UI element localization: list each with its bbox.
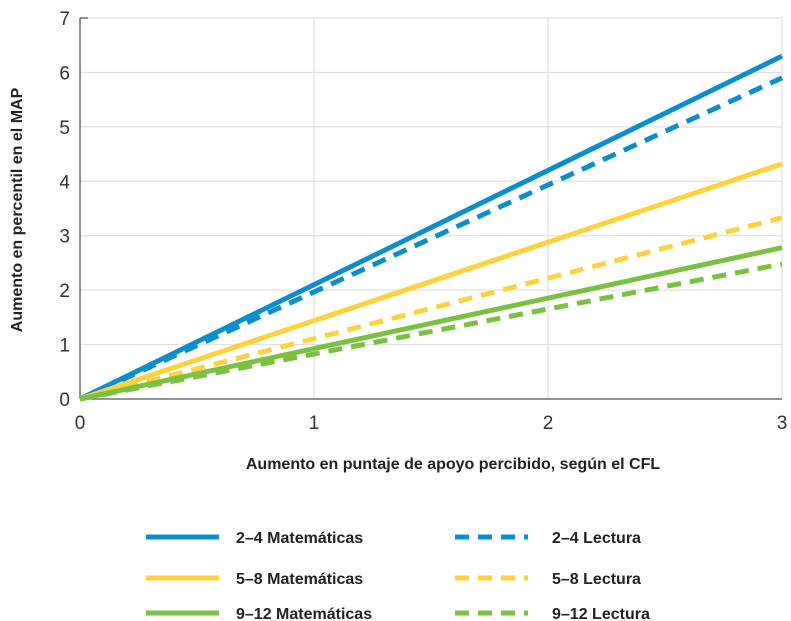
y-tick-labels: 0 1 2 3 4 5 6 7 bbox=[59, 9, 70, 411]
x-tick-label: 0 bbox=[75, 413, 86, 434]
series-lines bbox=[78, 53, 784, 402]
y-tick-label: 7 bbox=[59, 9, 70, 30]
y-tick-label: 5 bbox=[59, 118, 70, 139]
x-tick-label: 1 bbox=[309, 413, 320, 434]
y-tick-label: 3 bbox=[59, 227, 70, 248]
x-axis-title: Aumento en puntaje de apoyo percibido, s… bbox=[246, 456, 660, 473]
x-tick-label: 3 bbox=[777, 413, 788, 434]
legend-label-2: 5–8 Matemáticas bbox=[236, 571, 363, 588]
y-tick-label: 0 bbox=[59, 390, 70, 411]
legend-label-3: 5–8 Lectura bbox=[552, 571, 641, 588]
y-tick-label: 1 bbox=[59, 336, 70, 357]
y-tick-label: 4 bbox=[59, 172, 70, 193]
series-line-2 bbox=[79, 161, 783, 402]
series-line-1 bbox=[78, 75, 784, 402]
y-axis-title: Aumento en percentil en el MAP bbox=[9, 87, 26, 332]
series-line-0 bbox=[78, 53, 784, 402]
y-tick-label: 6 bbox=[59, 63, 70, 84]
legend-label-5: 9–12 Lectura bbox=[552, 606, 650, 621]
series-line-3 bbox=[79, 215, 783, 402]
x-tick-labels: 0 1 2 3 bbox=[75, 413, 788, 434]
legend: 2–4 Matemáticas 2–4 Lectura 5–8 Matemática… bbox=[146, 530, 650, 621]
x-tick-label: 2 bbox=[543, 413, 554, 434]
legend-label-4: 9–12 Matemáticas bbox=[236, 606, 372, 621]
legend-label-0: 2–4 Matemáticas bbox=[236, 530, 363, 547]
series-line-5 bbox=[79, 261, 783, 402]
grid bbox=[80, 17, 783, 399]
legend-label-1: 2–4 Lectura bbox=[552, 530, 641, 547]
series-line-4 bbox=[79, 245, 783, 402]
axes bbox=[79, 17, 782, 400]
y-tick-label: 2 bbox=[59, 281, 70, 302]
